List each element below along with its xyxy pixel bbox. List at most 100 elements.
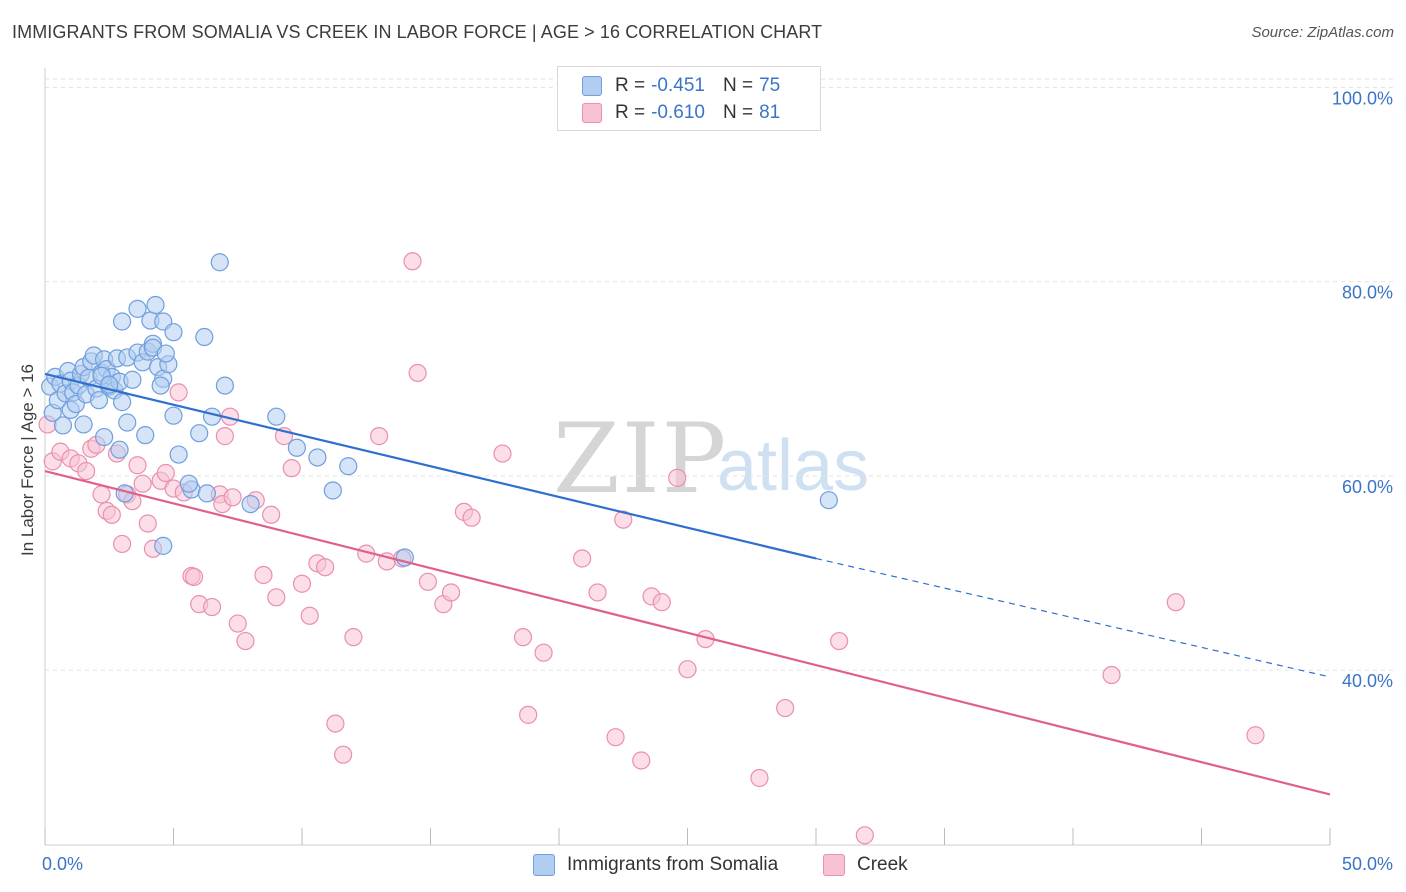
- somalia-r-label: R =: [615, 75, 646, 96]
- watermark-zip: ZIP: [553, 403, 728, 515]
- somalia-point: [118, 413, 137, 432]
- x-tick-label-min: 0.0%: [42, 854, 83, 874]
- legend-row-somalia: R = -0.451 N = 75: [582, 75, 780, 97]
- somalia-point: [151, 376, 170, 395]
- somalia-point: [179, 474, 199, 493]
- creek-n-value: 81: [759, 102, 781, 123]
- creek-point: [534, 643, 553, 662]
- creek-point: [519, 705, 538, 724]
- somalia-point: [164, 406, 183, 425]
- creek-point: [668, 468, 687, 487]
- somalia-point: [156, 344, 175, 363]
- creek-point: [215, 427, 234, 446]
- bottom-somalia-swatch: [533, 854, 555, 876]
- creek-point: [228, 614, 247, 633]
- somalia-n-label: N =: [722, 75, 754, 96]
- creek-point: [102, 505, 121, 524]
- y-tick-label: 80.0%: [1342, 283, 1393, 303]
- chart-title: IMMIGRANTS FROM SOMALIA VS CREEK IN LABO…: [12, 22, 823, 42]
- creek-point: [513, 628, 533, 647]
- creek-point: [156, 463, 175, 483]
- somalia-point: [308, 448, 327, 467]
- creek-point: [202, 597, 222, 617]
- legend-row-creek: R = -0.610 N = 81: [582, 102, 780, 124]
- somalia-point: [164, 323, 183, 342]
- creek-point: [750, 768, 769, 788]
- creek-point: [1166, 593, 1185, 612]
- creek-point: [632, 751, 651, 770]
- creek-point: [678, 660, 697, 679]
- creek-point: [282, 459, 301, 478]
- somalia-point: [241, 494, 260, 514]
- somalia-point: [210, 253, 229, 272]
- creek-point: [223, 488, 242, 507]
- creek-r-label: R =: [615, 102, 646, 123]
- source-credit: Source: ZipAtlas.com: [1251, 24, 1394, 41]
- creek-r-value: -0.610: [651, 102, 705, 123]
- creek-swatch: [582, 103, 602, 123]
- creek-point: [573, 549, 592, 568]
- creek-point: [112, 534, 132, 554]
- somalia-point: [339, 457, 358, 476]
- creek-trend-line: [44, 470, 1331, 796]
- somalia-point: [74, 415, 93, 434]
- creek-point: [292, 574, 312, 593]
- creek-point: [606, 728, 625, 747]
- somalia-point: [169, 445, 188, 464]
- creek-point: [493, 444, 512, 463]
- creek-point: [403, 252, 422, 271]
- somalia-point: [128, 299, 147, 318]
- creek-point: [462, 508, 481, 527]
- creek-point: [267, 588, 286, 607]
- y-tick-label: 60.0%: [1342, 477, 1393, 497]
- somalia-point: [190, 424, 209, 443]
- somalia-trend-extension: [815, 557, 1331, 678]
- somalia-point: [89, 391, 109, 410]
- somalia-point: [146, 295, 165, 315]
- creek-point: [418, 572, 438, 591]
- creek-point: [133, 474, 152, 493]
- creek-point: [370, 427, 389, 446]
- creek-point: [855, 826, 874, 845]
- somalia-point: [123, 370, 142, 389]
- creek-point: [441, 583, 461, 602]
- somalia-point: [323, 481, 342, 500]
- x-tick-label-max: 50.0%: [1342, 854, 1393, 874]
- somalia-point: [195, 327, 214, 347]
- creek-point: [236, 631, 255, 651]
- creek-point: [1246, 726, 1265, 745]
- creek-point: [184, 567, 204, 587]
- creek-point: [588, 583, 607, 602]
- somalia-swatch: [582, 76, 602, 96]
- creek-point: [344, 628, 363, 647]
- creek-point: [138, 514, 157, 533]
- creek-point: [334, 745, 353, 764]
- bottom-legend-somalia: Immigrants from Somalia: [533, 852, 778, 878]
- y-tick-label: 40.0%: [1342, 671, 1393, 691]
- somalia-point: [154, 536, 173, 555]
- somalia-point: [53, 416, 73, 435]
- somalia-point: [215, 376, 234, 395]
- bottom-creek-label: Creek: [857, 854, 908, 875]
- somalia-point: [197, 484, 217, 503]
- somalia-point: [136, 426, 155, 445]
- creek-point: [326, 714, 345, 733]
- creek-point: [316, 558, 335, 577]
- creek-point: [169, 383, 188, 402]
- y-axis-title: In Labor Force | Age > 16: [18, 363, 37, 557]
- creek-point: [128, 456, 147, 475]
- somalia-point: [267, 407, 286, 426]
- creek-point: [1102, 665, 1121, 685]
- somalia-r-value: -0.451: [651, 75, 705, 96]
- correlation-legend: R = -0.451 N = 75 R = -0.610 N = 81: [557, 66, 821, 131]
- bottom-legend-creek: Creek: [823, 852, 908, 878]
- somalia-point: [819, 491, 838, 510]
- somalia-point: [287, 438, 306, 457]
- somalia-trend-line: [44, 372, 817, 560]
- somalia-point: [112, 393, 132, 412]
- creek-point: [92, 485, 111, 504]
- creek-point: [254, 565, 273, 585]
- y-tick-label: 100.0%: [1332, 88, 1393, 108]
- somalia-point: [110, 440, 129, 459]
- creek-point: [262, 505, 281, 524]
